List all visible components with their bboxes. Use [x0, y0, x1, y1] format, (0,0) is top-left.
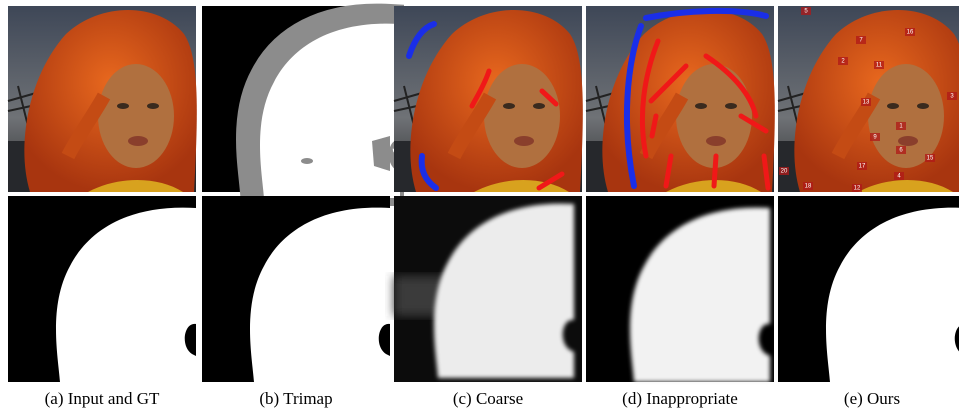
- gt-matte: [8, 196, 196, 382]
- ours-matte: [778, 196, 959, 382]
- point-label: 20: [781, 169, 788, 175]
- coarse-matte: [394, 196, 582, 382]
- caption: (b) Trimap: [259, 389, 332, 408]
- point-label: 18: [805, 184, 812, 190]
- point-label: 11: [876, 63, 883, 69]
- trimap-image: [202, 6, 400, 198]
- caption: (c) Coarse: [453, 389, 523, 408]
- inappropriate-scribble-image: [586, 6, 775, 192]
- coarse-scribble-image: [394, 6, 583, 192]
- point-label: 15: [927, 156, 934, 162]
- figure: 571621131319615174201218 (a) Input and G…: [0, 0, 959, 414]
- point-label: 13: [863, 100, 870, 106]
- captions: (a) Input and GT (b) Trimap (c) Coarse (d) …: [45, 389, 900, 408]
- trimap-matte: [202, 196, 390, 382]
- input-image: [8, 6, 197, 192]
- caption: (e) Ours: [844, 389, 900, 408]
- caption: (a) Input and GT: [45, 389, 160, 408]
- point-label: 16: [907, 30, 914, 36]
- point-label: 12: [854, 186, 861, 192]
- point-label: 17: [859, 164, 866, 170]
- inappropriate-matte: [586, 196, 774, 382]
- caption: (d) Inappropriate: [622, 389, 738, 408]
